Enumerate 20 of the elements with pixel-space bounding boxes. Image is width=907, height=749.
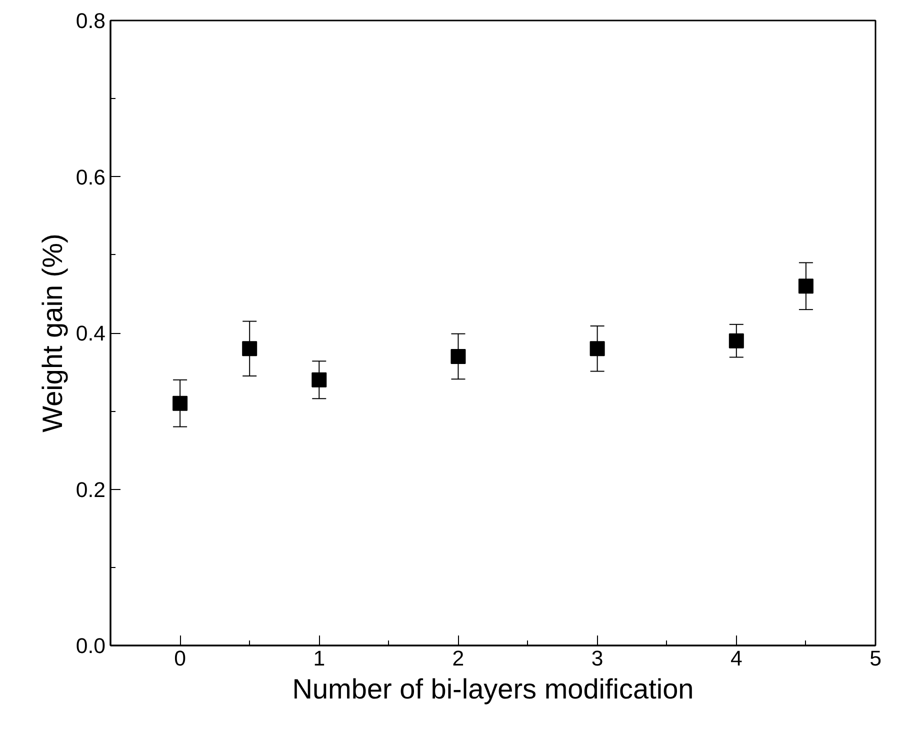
point <box>728 333 744 348</box>
y-tick-label: 0.2 <box>76 478 106 502</box>
point <box>242 341 258 356</box>
y-axis-title: Weight gain (%) <box>36 234 68 432</box>
y-tick-label: 0.8 <box>76 9 106 33</box>
y-tick-label: 0.6 <box>76 165 106 190</box>
x-axis-title: Number of bi-layers modification <box>292 674 694 704</box>
x-tick-label: 2 <box>452 646 464 670</box>
x-tick-label: 1 <box>313 646 326 670</box>
x-tick-label: 3 <box>591 646 604 670</box>
point <box>450 348 466 364</box>
point <box>172 396 188 411</box>
point <box>798 278 814 294</box>
y-tick-label: 0.4 <box>76 322 106 346</box>
point <box>312 372 327 388</box>
x-tick-label: 0 <box>174 646 186 670</box>
y-tick-label: 0.0 <box>76 634 106 658</box>
x-tick-label: 4 <box>730 646 742 670</box>
point <box>590 341 605 356</box>
x-tick-label: 5 <box>870 646 882 670</box>
